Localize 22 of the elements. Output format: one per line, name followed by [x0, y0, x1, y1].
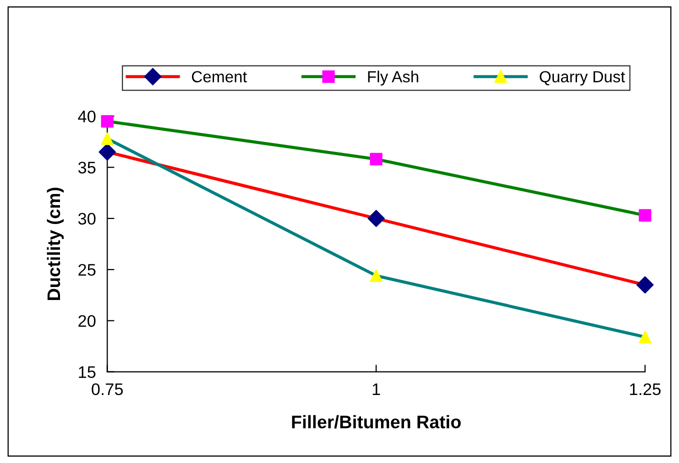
point	[98, 143, 116, 161]
point	[636, 276, 654, 294]
x-tick-label: 0.75	[92, 383, 123, 396]
point	[101, 132, 114, 145]
y-tick-label: 15	[78, 366, 96, 378]
legend-label: Fly Ash	[368, 70, 418, 86]
legend-label: Cement	[192, 71, 247, 82]
x-axis-title: Filler/Bitumen Ratio	[292, 415, 461, 429]
y-tick-label: 30	[78, 212, 96, 225]
x-tick-label: 1.25	[630, 383, 661, 396]
legend-label: Quarry Dust	[540, 71, 625, 86]
y-tick-label: 20	[78, 315, 96, 327]
point	[370, 269, 382, 282]
y-tick-label: 40	[78, 110, 96, 122]
point	[370, 152, 382, 166]
point	[368, 210, 385, 227]
point	[638, 209, 652, 222]
y-tick-label: 25	[78, 264, 96, 276]
point	[638, 330, 652, 344]
x-tick-label: 1	[372, 384, 380, 395]
y-tick-label: 35	[78, 162, 96, 174]
y-axis-title: Ductility (cm)	[46, 188, 64, 300]
